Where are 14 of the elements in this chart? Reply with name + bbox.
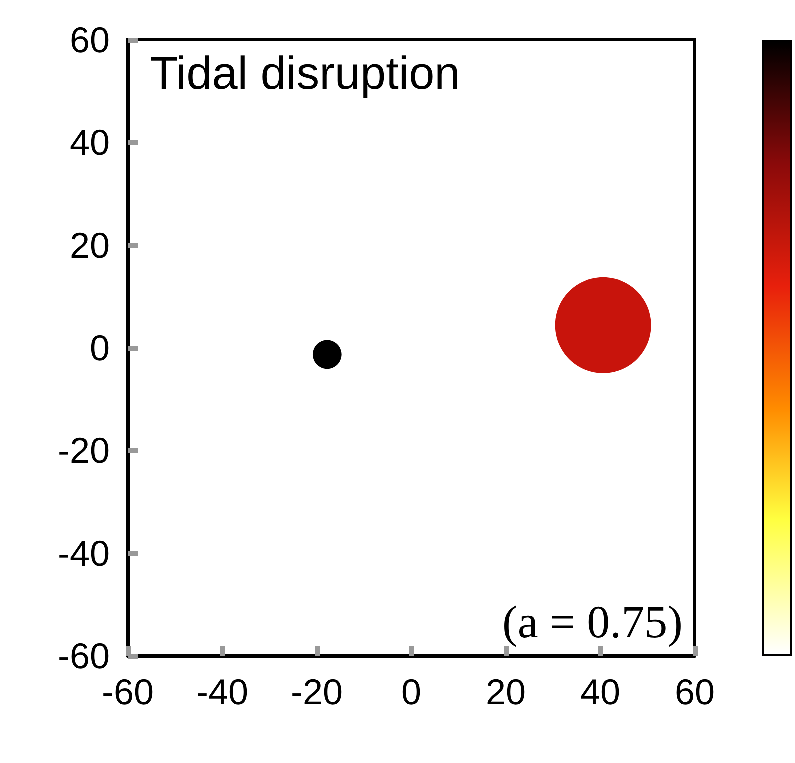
x-tick-label: 60 (674, 672, 716, 712)
x-tick-label: 40 (580, 672, 621, 712)
x-tick-label: -40 (196, 672, 249, 712)
y-tick-label: 60 (70, 20, 110, 60)
y-tick-label: 0 (90, 328, 110, 368)
y-tick-label: -20 (58, 430, 110, 472)
annotation: (a = 0.75) (502, 596, 684, 648)
x-tick-label: 20 (486, 672, 526, 712)
x-tick-label: -20 (290, 672, 344, 712)
y-tick-label: 40 (70, 122, 110, 164)
y-tick-label: -40 (58, 532, 110, 574)
y-tick-label: 20 (70, 224, 110, 266)
x-tick-label: 0 (401, 672, 422, 712)
chart-title: Tidal disruption (150, 47, 460, 99)
